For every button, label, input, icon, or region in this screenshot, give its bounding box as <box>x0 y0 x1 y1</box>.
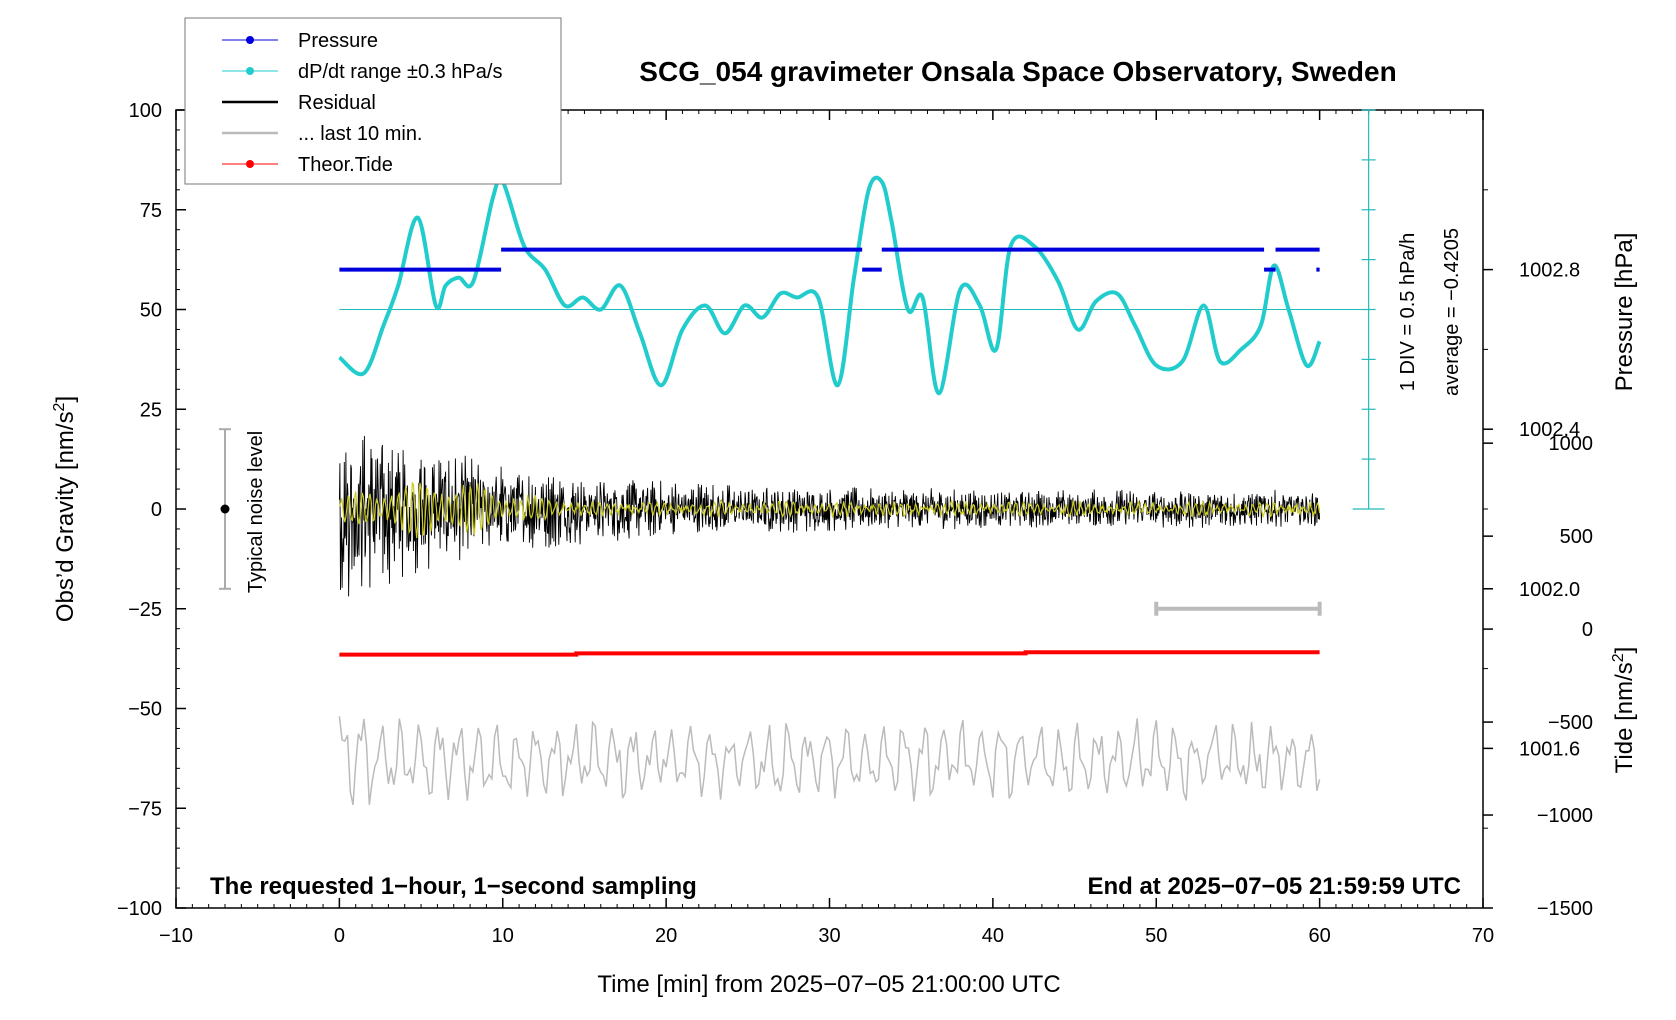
x-tick-label: 50 <box>1145 925 1167 947</box>
axes: −10 0 10 20 30 40 50 60 701007550250−25−50−75−10… <box>117 100 1593 947</box>
pressure-tick-label: 1002.0 <box>1519 579 1580 601</box>
pressure-tick-label: 1002.8 <box>1519 260 1580 282</box>
legend-marker-pressure <box>246 36 254 44</box>
pressure-axis-title: Pressure [hPa] <box>1611 233 1638 392</box>
x-tick-label: 0 <box>334 925 345 947</box>
tide-tick-label: 1000 <box>1549 433 1594 455</box>
legend-item-last10: ... last 10 min. <box>222 123 423 145</box>
y-tick-label: 0 <box>151 499 162 521</box>
note-sampling: The requested 1−hour, 1−second sampling <box>210 873 697 900</box>
y-axis-title-main: Obs’d Gravity [nm/s <box>52 411 79 622</box>
y-tick-label: 25 <box>140 399 162 421</box>
y-tick-label: −25 <box>128 599 162 621</box>
residual-line <box>338 435 1321 597</box>
tide-tick-label: −1500 <box>1537 898 1593 920</box>
x-tick-label: 40 <box>982 925 1004 947</box>
x-tick-label: 10 <box>492 925 514 947</box>
dpdt-line <box>338 175 1322 396</box>
filtered-residual-line <box>338 481 1321 539</box>
tide-axis-title-end: ] <box>1611 647 1638 654</box>
scale-label: 1 DIV = 0.5 hPa/h <box>1397 233 1419 391</box>
x-tick-label: −10 <box>159 925 193 947</box>
y-tick-label: 75 <box>140 200 162 222</box>
tide-tick-label: −1000 <box>1537 805 1593 827</box>
note-end-time: End at 2025−07−05 21:59:59 UTC <box>1087 873 1461 900</box>
x-axis-title: Time [min] from 2025−07−05 21:00:00 UTC <box>597 971 1060 998</box>
y-tick-label: 50 <box>140 300 162 322</box>
noise-label: Typical noise level <box>245 431 267 593</box>
last10-line <box>338 716 1321 806</box>
y-axis-title-end: ] <box>52 396 79 403</box>
tide-axis-title-sup: 2 <box>1610 653 1627 662</box>
y-tick-label: −75 <box>128 798 162 820</box>
x-tick-label: 60 <box>1309 925 1331 947</box>
x-tick-label: 20 <box>655 925 677 947</box>
legend: Pressure dP/dt range ±0.3 hPa/s Residual… <box>184 17 562 185</box>
tide-tick-label: 0 <box>1582 619 1593 641</box>
x-tick-label: 30 <box>818 925 840 947</box>
pressure-tick-label: 1001.6 <box>1519 738 1580 760</box>
tide-axis-title-main: Tide [nm/s <box>1611 662 1638 773</box>
legend-label-dpdt: dP/dt range ±0.3 hPa/s <box>298 61 502 83</box>
y-tick-label: 100 <box>129 100 162 122</box>
legend-item-pressure: Pressure <box>222 30 378 52</box>
y-tick-label: −50 <box>128 699 162 721</box>
tide-tick-label: −500 <box>1548 712 1593 734</box>
legend-label-residual: Residual <box>298 92 376 114</box>
traces <box>219 175 1369 806</box>
y-axis-title-sup: 2 <box>51 402 68 411</box>
noise-bar-center <box>220 504 230 514</box>
tide-line <box>339 650 1320 657</box>
legend-item-dpdt: dP/dt range ±0.3 hPa/s <box>222 61 502 83</box>
average-label: average = −0.4205 <box>1441 228 1463 396</box>
legend-label-last10: ... last 10 min. <box>298 123 423 145</box>
pressure-tick-label: 1002.4 <box>1519 419 1580 441</box>
legend-item-tide: Theor.Tide <box>222 154 393 176</box>
legend-marker-dpdt <box>246 67 254 75</box>
legend-label-pressure: Pressure <box>298 30 378 52</box>
tide-axis-title: Tide [nm/s2] <box>1610 647 1638 774</box>
chart-title: SCG_054 gravimeter Onsala Space Observat… <box>639 56 1396 87</box>
legend-item-residual: Residual <box>222 92 376 114</box>
x-tick-label: 70 <box>1472 925 1494 947</box>
y-axis-title: Obs’d Gravity [nm/s2] <box>51 396 79 622</box>
legend-label-tide: Theor.Tide <box>298 154 393 176</box>
y-tick-label: −100 <box>117 898 162 920</box>
tide-tick-label: 500 <box>1560 526 1593 548</box>
legend-marker-tide <box>246 160 254 168</box>
